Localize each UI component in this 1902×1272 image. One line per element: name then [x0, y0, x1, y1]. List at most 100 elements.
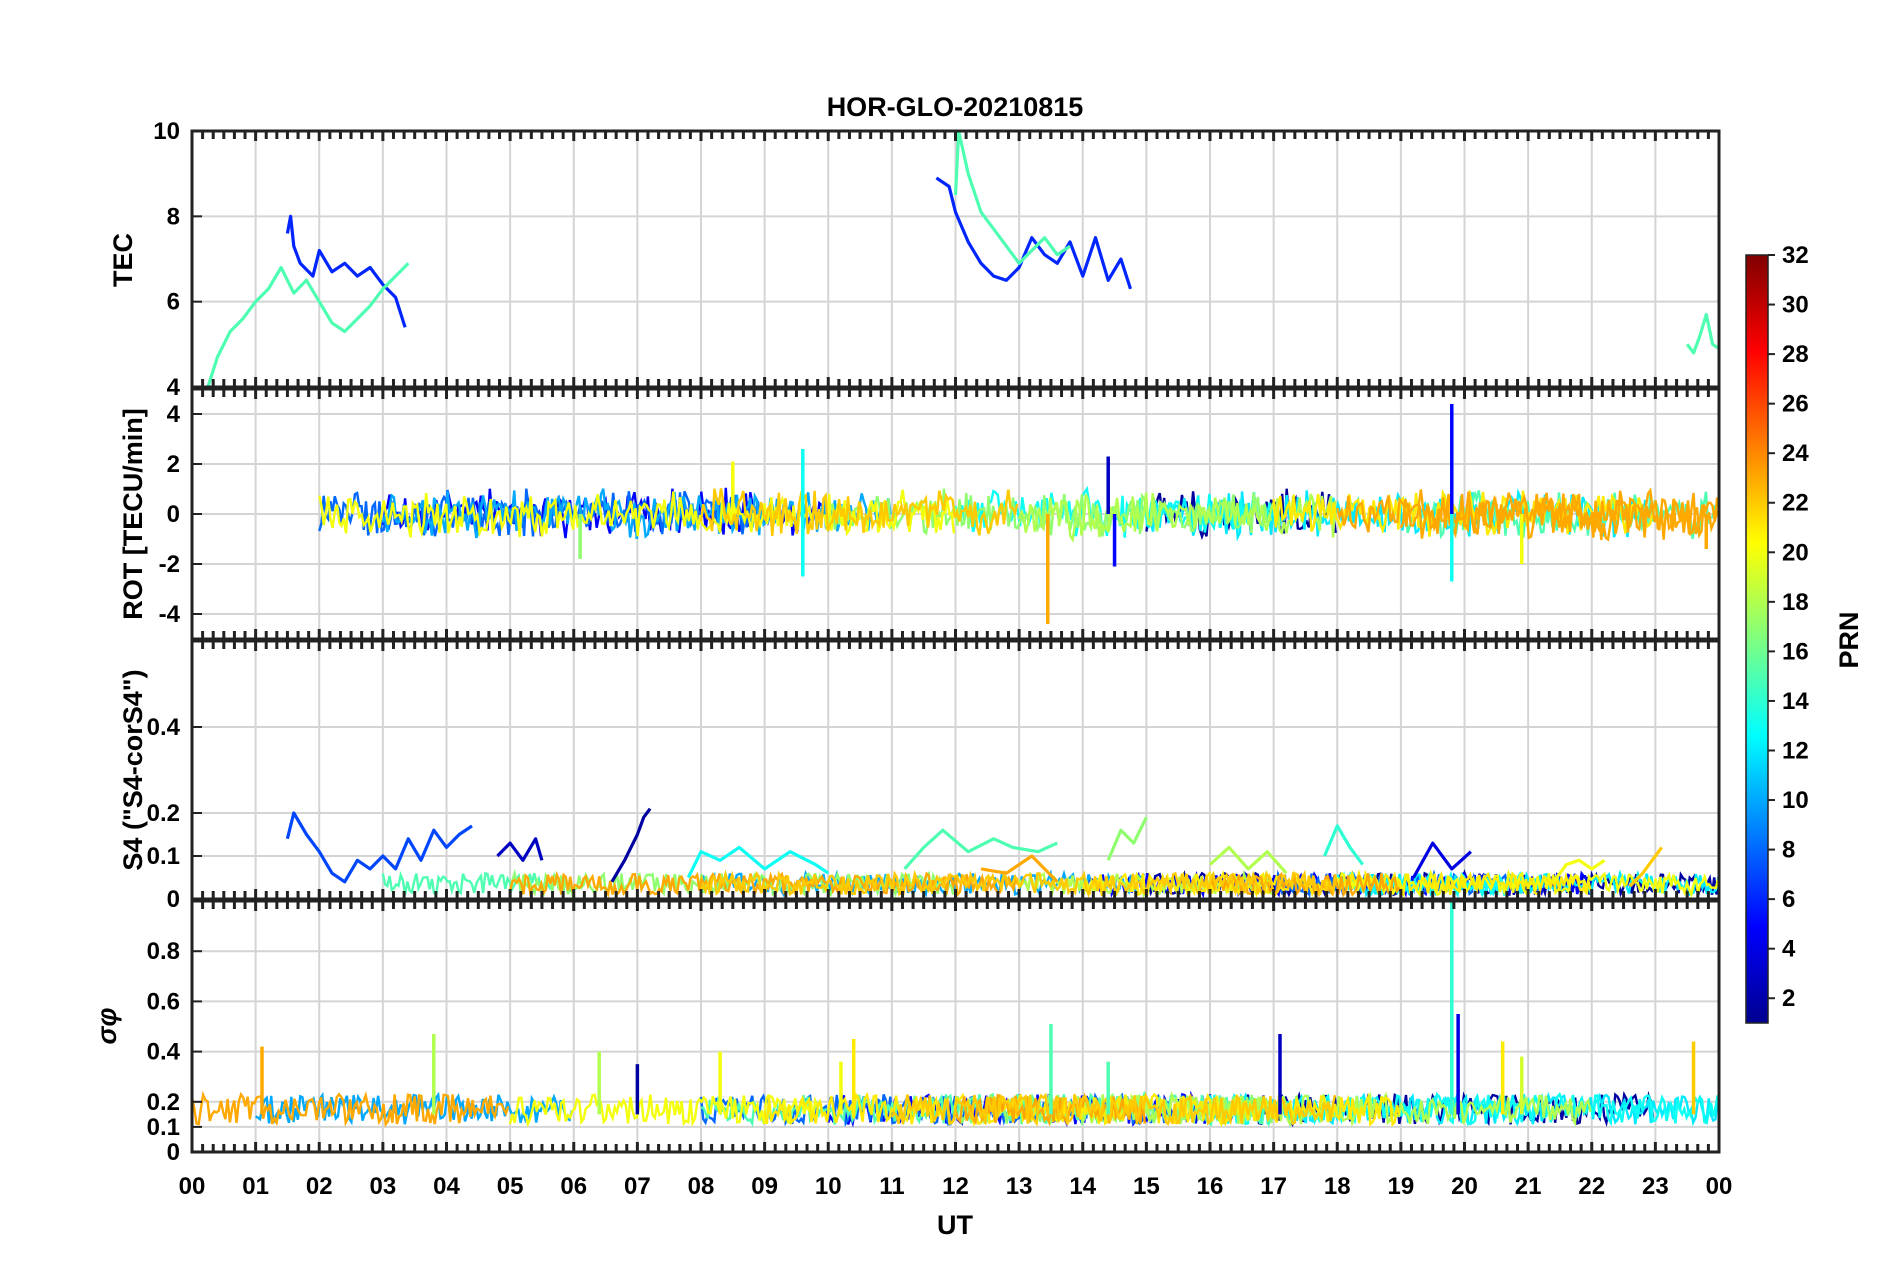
chart-title: HOR-GLO-20210815 [827, 92, 1084, 122]
noise-trace [1017, 492, 1337, 543]
series-line [1208, 845, 1288, 875]
colorbar-tick-label: 4 [1782, 936, 1796, 963]
noise-trace [763, 1091, 1401, 1128]
noise-trace [508, 869, 1020, 899]
y-tick-label: 0.2 [147, 1089, 180, 1116]
x-tick-label: 10 [815, 1173, 842, 1200]
noise-trace [890, 1091, 1337, 1127]
y-ticks-rot: -4 -2 0 2 4 [159, 401, 181, 628]
y-tick-label: 0.6 [147, 988, 180, 1015]
colorbar-tick-label: 26 [1782, 391, 1809, 418]
series-line [980, 854, 1059, 883]
y-tick-label: 4 [167, 401, 181, 428]
frame-rot [190, 387, 1721, 641]
y-label-rot: ROT [TECU/min] [118, 408, 148, 619]
y-tick-label: 10 [153, 118, 180, 145]
y-tick-label: 0.1 [147, 1114, 180, 1141]
x-tick-label: 14 [1069, 1173, 1096, 1200]
noise-trace [1399, 487, 1719, 542]
series-line [206, 262, 410, 387]
colorbar-tick-label: 2 [1782, 985, 1795, 1012]
y-tick-label: 0.8 [147, 938, 180, 965]
noise-trace [1208, 871, 1401, 899]
colorbar-tick-label: 18 [1782, 589, 1809, 616]
y-tick-label: 0.1 [147, 843, 180, 870]
x-tick-label: 21 [1515, 1173, 1542, 1200]
colorbar-tick-label: 10 [1782, 787, 1809, 814]
x-tick-label: 17 [1260, 1173, 1287, 1200]
series-line [1552, 858, 1606, 883]
y-tick-label: 8 [167, 203, 180, 230]
series-line [610, 807, 652, 883]
colorbar-tick-label: 12 [1782, 737, 1809, 764]
y-tick-label: 4 [167, 374, 181, 401]
x-tick-label: 22 [1578, 1173, 1605, 1200]
x-tick-label: 09 [751, 1173, 778, 1200]
series-line [1323, 824, 1364, 866]
colorbar-tick-label: 24 [1782, 440, 1809, 467]
series-line [285, 214, 407, 328]
y-tick-label: 0 [167, 886, 180, 913]
frame-sigma [190, 899, 1721, 1154]
x-tick-label: 08 [688, 1173, 715, 1200]
y-tick-label: 0.2 [147, 800, 180, 827]
colorbar-tick-label: 30 [1782, 292, 1809, 319]
noise-trace [699, 869, 1337, 898]
x-tick-label: 06 [560, 1173, 587, 1200]
y-tick-label: -4 [159, 601, 181, 628]
y-tick-label: 0.4 [147, 1039, 181, 1066]
series-line [1106, 816, 1148, 861]
x-tick-label: 18 [1324, 1173, 1351, 1200]
colorbar-label: PRN [1834, 611, 1864, 668]
x-tick-label: 01 [242, 1173, 269, 1200]
x-tick-label: 00 [179, 1173, 206, 1200]
series-line [1685, 312, 1719, 355]
noise-trace [508, 1093, 828, 1128]
x-tick-label: 04 [433, 1173, 460, 1200]
y-tick-label: 0 [167, 501, 180, 528]
frame-tec [190, 129, 1721, 389]
x-tick-label: 15 [1133, 1173, 1160, 1200]
colorbar-tick-label: 6 [1782, 886, 1795, 913]
x-tick-label: 16 [1197, 1173, 1224, 1200]
y-tick-label: 6 [167, 289, 180, 316]
series-line [1412, 841, 1472, 879]
panel-sigma: 00.10.2 0.4 0.6 0.8 σφ [92, 899, 1721, 1166]
x-tick-label: 11 [879, 1173, 904, 1200]
series-line [496, 837, 544, 862]
y-tick-label: -2 [159, 551, 180, 578]
x-tick-label: 20 [1451, 1173, 1478, 1200]
noise-trace [318, 489, 956, 538]
noise-trace [699, 488, 1019, 537]
noise-sigma [192, 1090, 1719, 1128]
x-tick-label: 13 [1006, 1173, 1033, 1200]
y-label-tec: TEC [108, 233, 138, 287]
colorbar-tick-label: 16 [1782, 638, 1809, 665]
x-tick-label: 12 [942, 1173, 969, 1200]
y-ticks-tec: 4 6 8 10 [153, 118, 180, 401]
x-tick-label: 19 [1388, 1173, 1415, 1200]
series-tec [206, 131, 1719, 387]
colorbar-tick-label: 22 [1782, 490, 1809, 517]
y-label-sigma: σφ [92, 1008, 122, 1045]
series-line [953, 131, 1071, 265]
series-line [935, 176, 1133, 290]
x-tick-label: 02 [306, 1173, 333, 1200]
y-label-s4: S4 ("S4-corS4") [118, 669, 148, 870]
y-tick-label: 2 [167, 451, 180, 478]
series-line [686, 845, 830, 879]
x-tick-label: 00 [1706, 1173, 1733, 1200]
panel-rot: -4 -2 0 2 4 ROT [TECU/min] [118, 387, 1721, 641]
series-sigma [260, 901, 1696, 1115]
frame-s4 [190, 639, 1721, 901]
y-ticks-sigma: 00.10.2 0.4 0.6 0.8 [147, 938, 181, 1166]
panel-tec: 4 6 8 10 TEC [108, 118, 1721, 401]
colorbar-tick-label: 8 [1782, 837, 1795, 864]
colorbar-tick-label: 20 [1782, 539, 1809, 566]
noise-trace [827, 488, 1273, 537]
colorbar-tick-label: 28 [1782, 341, 1809, 368]
x-tick-label: 03 [370, 1173, 397, 1200]
